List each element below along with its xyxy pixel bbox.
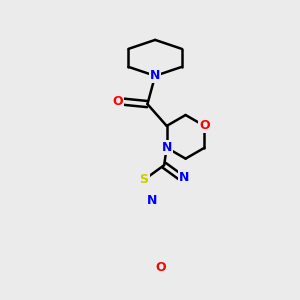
Text: N: N <box>147 194 157 207</box>
Text: O: O <box>112 95 123 108</box>
Text: N: N <box>150 69 160 82</box>
Text: O: O <box>199 119 210 132</box>
Text: S: S <box>140 173 148 186</box>
Text: N: N <box>179 171 189 184</box>
Text: N: N <box>161 141 172 154</box>
Text: O: O <box>156 261 167 274</box>
